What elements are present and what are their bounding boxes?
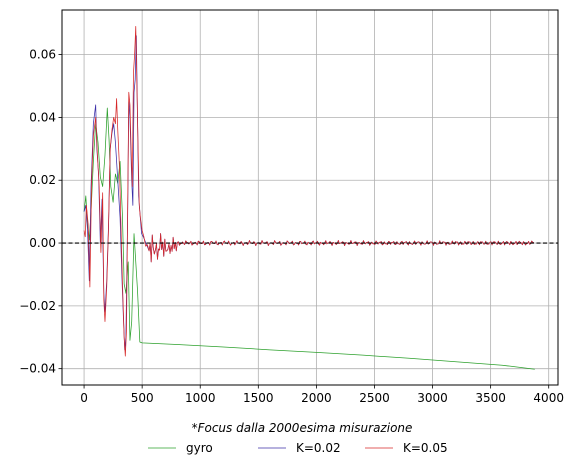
grid: [62, 10, 558, 385]
x-tick-label: 1000: [185, 391, 216, 405]
y-tick-label: 0.02: [29, 173, 56, 187]
y-tick-label: −0.02: [19, 299, 56, 313]
x-tick-label: 4000: [533, 391, 564, 405]
axis-ticks: 0 500 1000 1500 2000 2500 3000 3500 4000 −0.04 −0.…: [19, 48, 564, 405]
x-tick-label: 2000: [301, 391, 332, 405]
x-tick-label: 500: [131, 391, 154, 405]
x-tick-label: 2500: [359, 391, 390, 405]
axes-frame: [61, 9, 559, 386]
series-line-k-0-02: [83, 35, 534, 351]
series-group: [62, 25, 558, 370]
legend-entry-label: gyro: [186, 441, 213, 455]
legend-entry-label: K=0.02: [296, 441, 341, 455]
series-line-gyro: [83, 107, 535, 370]
x-tick-label: 3000: [417, 391, 448, 405]
y-tick-label: 0.04: [29, 110, 56, 124]
legend-entry-label: K=0.05: [403, 441, 448, 455]
series-line-k-0-05: [83, 25, 534, 357]
y-tick-label: 0.00: [29, 236, 56, 250]
legend: gyro K=0.02 K=0.05: [148, 441, 448, 455]
y-tick-label: −0.04: [19, 362, 56, 376]
x-tick-label: 1500: [243, 391, 274, 405]
y-tick-label: 0.06: [29, 48, 56, 62]
x-tick-label: 3500: [475, 391, 506, 405]
x-tick-label: 0: [80, 391, 88, 405]
chart-caption: *Focus dalla 2000esima misurazione: [192, 421, 413, 435]
